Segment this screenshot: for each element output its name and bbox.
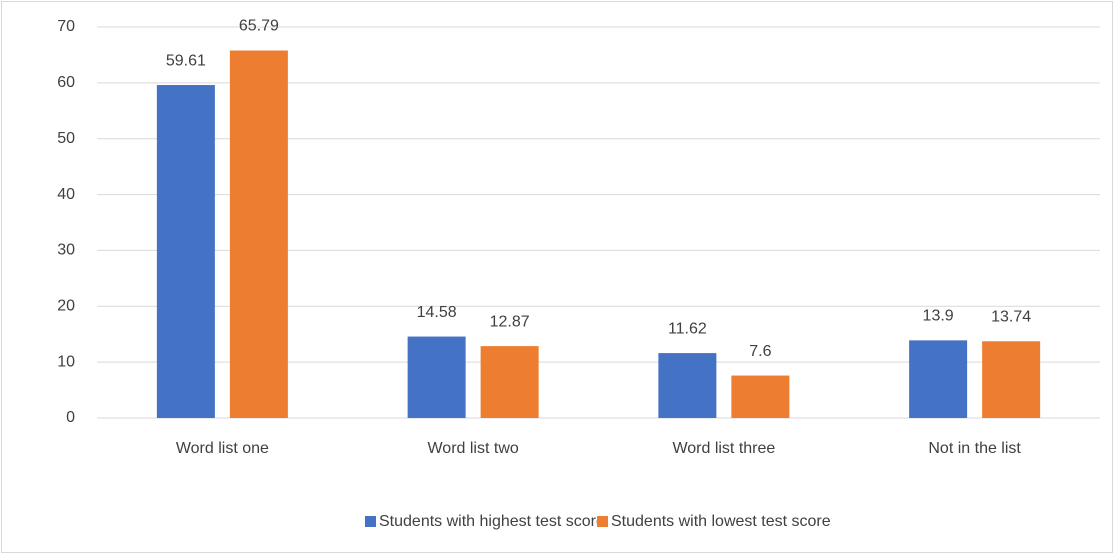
bar [407, 336, 466, 418]
x-tick-label: Word list two [427, 440, 518, 457]
y-tick-label: 0 [66, 409, 75, 426]
bar [909, 340, 968, 418]
bar [156, 85, 215, 418]
bar [731, 375, 790, 418]
data-label: 7.6 [749, 343, 771, 360]
y-tick-label: 70 [57, 18, 75, 35]
y-tick-label: 50 [57, 130, 75, 147]
data-label: 13.74 [991, 308, 1031, 325]
legend-label: Students with highest test score [379, 513, 605, 530]
bar [229, 50, 288, 418]
x-tick-label: Not in the list [928, 440, 1021, 457]
y-tick-label: 60 [57, 74, 75, 91]
data-label: 14.58 [417, 304, 457, 321]
bar [658, 353, 717, 418]
bar [982, 341, 1041, 418]
data-label: 59.61 [166, 52, 206, 69]
legend-swatch [365, 516, 376, 527]
y-tick-label: 10 [57, 353, 75, 370]
data-label: 12.87 [490, 313, 530, 330]
x-tick-label: Word list three [672, 440, 775, 457]
y-tick-label: 30 [57, 242, 75, 259]
y-tick-label: 20 [57, 298, 75, 315]
data-label: 65.79 [239, 18, 279, 35]
x-tick-label: Word list one [176, 440, 269, 457]
bar [480, 346, 539, 418]
y-tick-label: 40 [57, 186, 75, 203]
data-label: 11.62 [668, 320, 707, 337]
legend-label: Students with lowest test score [611, 513, 831, 530]
data-label: 13.9 [923, 308, 954, 325]
legend-swatch [597, 516, 608, 527]
